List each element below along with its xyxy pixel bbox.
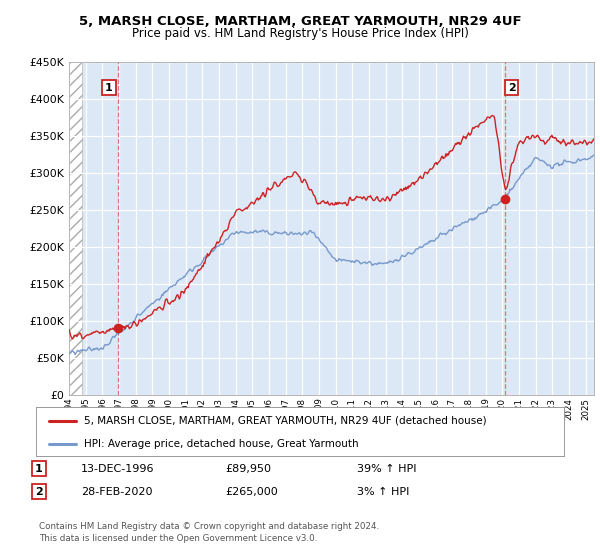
Text: 2: 2 — [35, 487, 43, 497]
Text: Contains HM Land Registry data © Crown copyright and database right 2024.
This d: Contains HM Land Registry data © Crown c… — [39, 522, 379, 543]
Bar — [69, 62, 82, 395]
Text: 2: 2 — [508, 82, 515, 92]
Text: 5, MARSH CLOSE, MARTHAM, GREAT YARMOUTH, NR29 4UF: 5, MARSH CLOSE, MARTHAM, GREAT YARMOUTH,… — [79, 15, 521, 27]
Text: £89,950: £89,950 — [225, 464, 271, 474]
Text: 5, MARSH CLOSE, MARTHAM, GREAT YARMOUTH, NR29 4UF (detached house): 5, MARSH CLOSE, MARTHAM, GREAT YARMOUTH,… — [83, 416, 486, 426]
Text: Price paid vs. HM Land Registry's House Price Index (HPI): Price paid vs. HM Land Registry's House … — [131, 27, 469, 40]
Text: 13-DEC-1996: 13-DEC-1996 — [81, 464, 155, 474]
Text: 39% ↑ HPI: 39% ↑ HPI — [357, 464, 416, 474]
Text: 1: 1 — [105, 82, 113, 92]
Text: HPI: Average price, detached house, Great Yarmouth: HPI: Average price, detached house, Grea… — [83, 438, 358, 449]
Text: 3% ↑ HPI: 3% ↑ HPI — [357, 487, 409, 497]
Text: 1: 1 — [35, 464, 43, 474]
Text: £265,000: £265,000 — [225, 487, 278, 497]
Text: 28-FEB-2020: 28-FEB-2020 — [81, 487, 152, 497]
